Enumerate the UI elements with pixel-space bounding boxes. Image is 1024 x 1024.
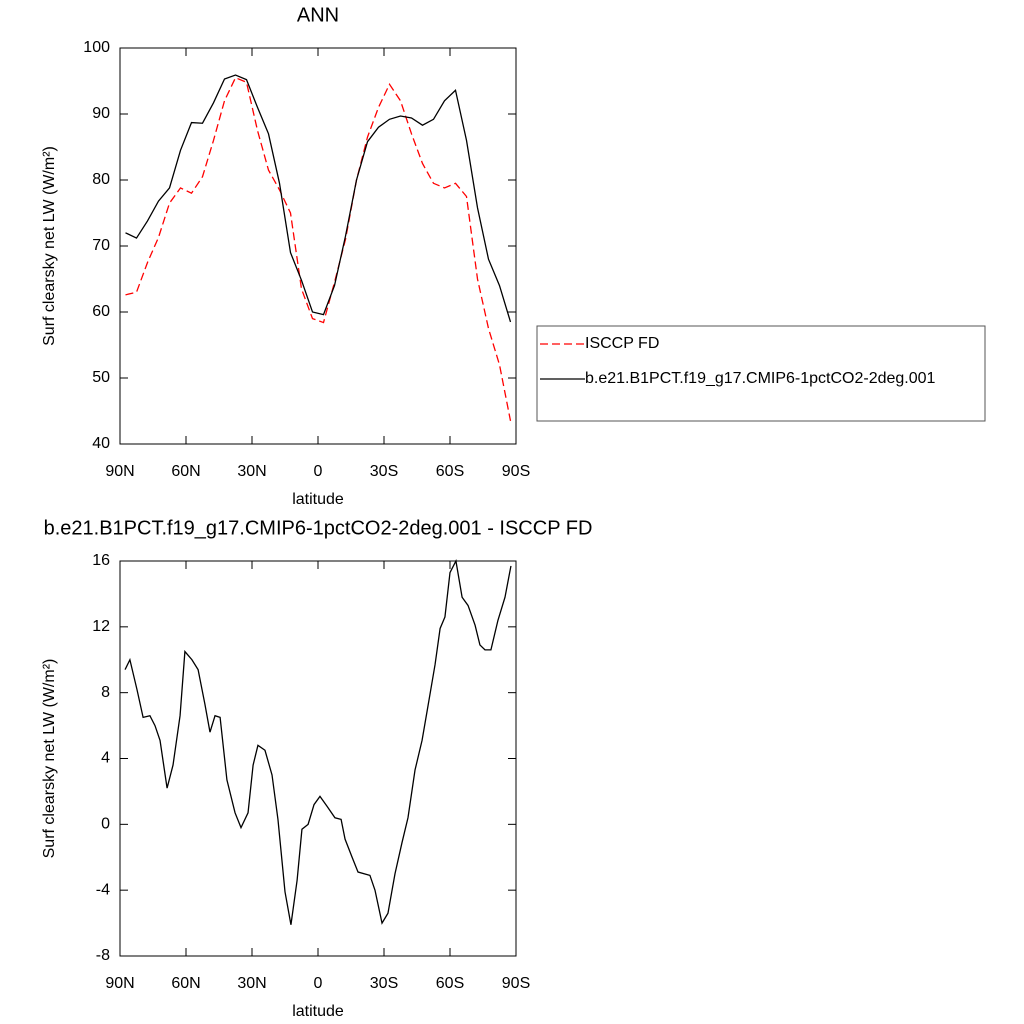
data-line bbox=[125, 76, 512, 422]
chart-title: ANN bbox=[297, 4, 339, 26]
y-tick-label: 12 bbox=[92, 618, 110, 635]
x-tick-label: 90S bbox=[502, 975, 530, 992]
x-axis-label: latitude bbox=[292, 1003, 344, 1020]
x-tick-label: 0 bbox=[314, 463, 323, 480]
y-tick-label: 0 bbox=[101, 816, 110, 833]
y-tick-label: 100 bbox=[83, 39, 110, 56]
y-tick-label: 8 bbox=[101, 684, 110, 701]
y-tick-label: 40 bbox=[92, 435, 110, 452]
x-tick-label: 60N bbox=[171, 463, 200, 480]
data-line bbox=[125, 74, 512, 323]
y-tick-label: 4 bbox=[101, 750, 110, 767]
y-axis-label: Surf clearsky net LW (W/m²) bbox=[41, 659, 58, 859]
legend-label: b.e21.B1PCT.f19_g17.CMIP6-1pctCO2-2deg.0… bbox=[585, 370, 936, 387]
x-tick-label: 0 bbox=[314, 975, 323, 992]
plot-frame bbox=[119, 560, 517, 957]
x-tick-label: 60S bbox=[436, 975, 464, 992]
y-axis-label: Surf clearsky net LW (W/m²) bbox=[41, 146, 58, 346]
x-tick-label: 60S bbox=[436, 463, 464, 480]
x-tick-label: 90S bbox=[502, 463, 530, 480]
y-tick-label: 60 bbox=[92, 303, 110, 320]
chart-title: b.e21.B1PCT.f19_g17.CMIP6-1pctCO2-2deg.0… bbox=[44, 517, 593, 539]
plot-frame bbox=[119, 47, 517, 445]
legend-label: ISCCP FD bbox=[585, 335, 659, 352]
x-tick-label: 90N bbox=[105, 975, 134, 992]
data-line bbox=[124, 558, 512, 925]
legend: ISCCP FD b.e21.B1PCT.f19_g17.CMIP6-1pctCO… bbox=[536, 325, 986, 422]
y-tick-label: 70 bbox=[92, 237, 110, 254]
y-tick-label: 16 bbox=[92, 552, 110, 569]
y-tick-label: 50 bbox=[92, 369, 110, 386]
y-tick-label: -8 bbox=[96, 947, 110, 964]
legend-box bbox=[536, 325, 986, 422]
y-tick-label: 90 bbox=[92, 105, 110, 122]
x-tick-label: 90N bbox=[105, 463, 134, 480]
x-tick-label: 30N bbox=[237, 975, 266, 992]
x-tick-label: 30N bbox=[237, 463, 266, 480]
y-tick-label: -4 bbox=[96, 881, 110, 898]
x-tick-label: 60N bbox=[171, 975, 200, 992]
y-tick-label: 80 bbox=[92, 171, 110, 188]
x-tick-label: 30S bbox=[370, 463, 398, 480]
x-tick-label: 30S bbox=[370, 975, 398, 992]
x-axis-label: latitude bbox=[292, 491, 344, 508]
